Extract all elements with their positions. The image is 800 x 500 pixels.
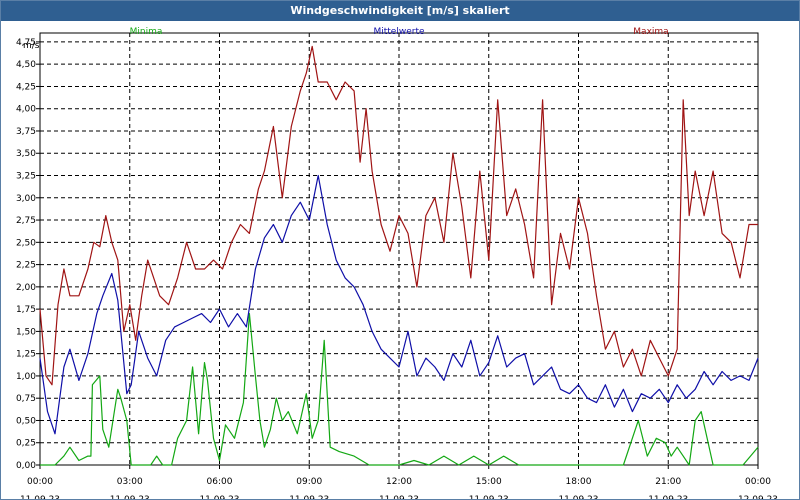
y-tick-label: 1,50 [16,327,36,337]
grid-lines [40,33,758,466]
x-tick-date-label: 11.09.23 [110,495,150,499]
y-tick-label: 1,00 [16,372,36,382]
legend-mittelwerte: Mittelwerte [373,27,424,37]
legend: Minima Mittelwerte Maxima [130,27,669,37]
x-tick-date-label: 11.09.23 [469,495,509,499]
y-tick-label: 1,25 [16,350,36,360]
x-tick-date-label: 11.09.23 [558,495,598,499]
x-tick-time-label: 00:00 [745,477,771,487]
y-tick-label: 4,00 [16,105,36,115]
legend-minima: Minima [130,27,163,37]
series-line-mittelwerte [39,174,759,435]
y-tick-label: 0,25 [16,439,36,449]
x-tick-time-label: 03:00 [117,477,143,487]
x-tick-date-label: 11.09.23 [379,495,419,499]
x-tick-date-label: 12.09.23 [738,495,778,499]
y-tick-label: 4,25 [16,82,36,92]
window-title: Windgeschwindigkeit [m/s] skaliert [1,1,799,21]
y-tick-label: 2,75 [16,216,36,226]
y-tick-label: 4,50 [16,60,36,70]
x-tick-time-label: 00:00 [27,477,53,487]
series-line-maxima [39,45,758,386]
x-tick-time-label: 09:00 [296,477,322,487]
x-tick-date-label: 11.09.23 [289,495,329,499]
y-tick-label: 2,00 [16,283,36,293]
x-axis-ticks: 00:00 11.09.23 03:00 11.09.23 06:00 11.09.23 0… [20,465,778,499]
x-tick-time-label: 15:00 [476,477,502,487]
x-tick-date-label: 11.09.23 [199,495,239,499]
y-tick-label: 2,50 [16,238,36,248]
y-tick-label: 4,75 [16,38,36,48]
y-tick-label: 0,50 [16,416,36,426]
y-tick-label: 3,75 [16,127,36,137]
y-tick-label: 3,50 [16,149,36,159]
x-tick-time-label: 18:00 [566,477,592,487]
y-tick-label: 3,25 [16,172,36,182]
x-tick-time-label: 21:00 [655,477,681,487]
y-tick-label: 0,75 [16,394,36,404]
y-tick-label: 1,75 [16,305,36,315]
series-lines [39,45,759,466]
chart-svg: 0,00 0,25 0,50 0,75 1,00 1,25 1,50 1,75 2,00 2,25… [16,27,778,499]
y-tick-label: 3,00 [16,194,36,204]
x-tick-time-label: 06:00 [207,477,233,487]
series-line-minima [40,313,759,466]
x-tick-date-label: 11.09.23 [20,495,60,499]
x-tick-time-label: 12:00 [386,477,412,487]
y-tick-label: 2,25 [16,261,36,271]
legend-maxima: Maxima [633,27,668,37]
y-tick-label: 0,00 [16,461,36,471]
y-axis-unit-label: m/s [23,41,40,51]
y-axis-ticks: 0,00 0,25 0,50 0,75 1,00 1,25 1,50 1,75 2,00 2,25… [16,38,40,471]
x-tick-date-label: 11.09.23 [648,495,688,499]
